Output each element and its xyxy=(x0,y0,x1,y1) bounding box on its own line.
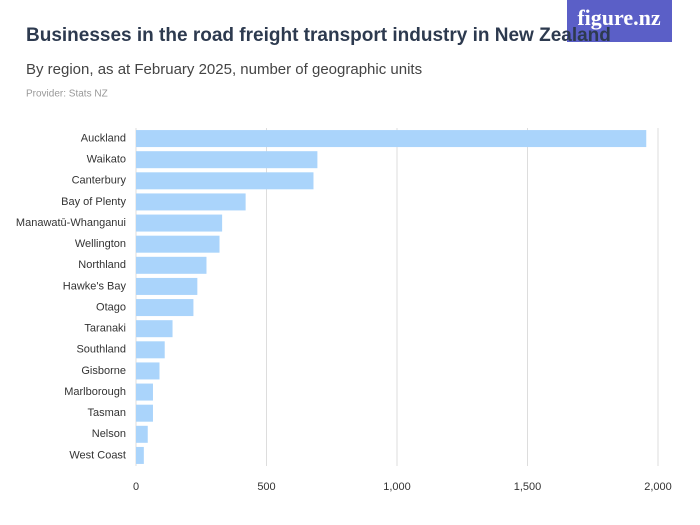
y-tick-label: Auckland xyxy=(81,132,126,144)
y-tick-label: West Coast xyxy=(69,449,126,461)
bar xyxy=(136,299,194,317)
y-tick-label: Nelson xyxy=(92,428,126,440)
y-tick-label: Taranaki xyxy=(84,323,126,335)
x-tick-label: 2,000 xyxy=(644,481,672,493)
y-tick-label: Gisborne xyxy=(81,365,126,377)
bar xyxy=(136,235,220,253)
y-tick-label: Waikato xyxy=(87,154,126,166)
y-tick-label: Tasman xyxy=(87,407,126,419)
bar xyxy=(136,193,246,211)
bar xyxy=(136,214,223,232)
bar xyxy=(136,446,144,464)
bar xyxy=(136,425,148,443)
bar xyxy=(136,130,647,148)
x-tick-label: 500 xyxy=(257,481,275,493)
bar xyxy=(136,172,314,190)
logo-box xyxy=(567,0,672,42)
bar xyxy=(136,151,318,169)
y-tick-label: Bay of Plenty xyxy=(61,196,126,208)
logo[interactable]: figure.nz xyxy=(577,5,661,30)
y-tick-label: Otago xyxy=(96,301,126,313)
y-tick-label: Manawatū-Whanganui xyxy=(16,217,126,229)
provider: Provider: Stats NZ xyxy=(26,89,108,100)
y-tick-label: Canterbury xyxy=(72,175,127,187)
chart-title: Businesses in the road freight transport… xyxy=(26,25,611,46)
bar xyxy=(136,362,160,380)
bar xyxy=(136,256,207,274)
bar xyxy=(136,404,153,422)
bar xyxy=(136,320,173,338)
y-tick-label: Southland xyxy=(76,344,126,356)
y-tick-label: Hawke's Bay xyxy=(63,280,127,292)
chart-subtitle: By region, as at February 2025, number o… xyxy=(26,61,422,78)
bar xyxy=(136,277,198,295)
x-tick-label: 1,000 xyxy=(383,481,411,493)
bar xyxy=(136,341,165,359)
x-tick-label: 0 xyxy=(133,481,139,493)
y-tick-label: Marlborough xyxy=(64,386,126,398)
y-tick-label: Wellington xyxy=(75,238,126,250)
x-tick-label: 1,500 xyxy=(514,481,542,493)
bar xyxy=(136,383,153,401)
y-tick-label: Northland xyxy=(78,259,126,271)
